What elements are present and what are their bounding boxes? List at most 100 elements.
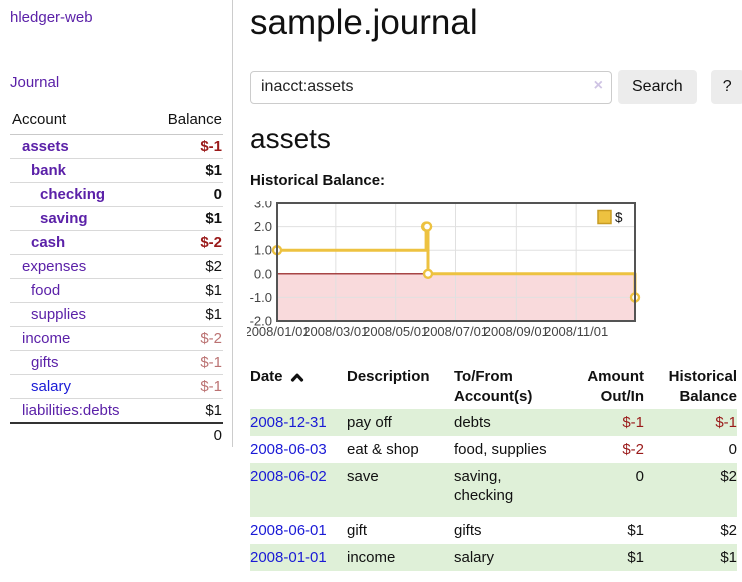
account-row: income $-2 [10, 326, 223, 351]
account-balance: $1 [149, 302, 223, 327]
y-tick-label: 3.0 [254, 201, 272, 211]
x-tick-label: 2008/03/01 [303, 324, 368, 339]
x-tick-label: 2008/05/01 [363, 324, 428, 339]
account-link-checking[interactable]: checking [40, 186, 106, 203]
column-header-description: Description [347, 368, 430, 385]
account-row: food $1 [10, 278, 223, 303]
column-header-historical-balance: Historical Balance [668, 368, 737, 405]
historical-balance-chart[interactable]: $3.0 2.0 1.0 0.0 -1.0 -2.0 2008/01/01 2008/03/0… [244, 196, 645, 343]
transaction-row: 2008-06-02 save saving, checking 0 $2 [250, 463, 737, 517]
transaction-accounts: salary [454, 549, 495, 566]
transaction-date-link[interactable]: 2008-01-01 [250, 549, 327, 566]
register-header-row: Date Description To/From Account(s) Amoun… [250, 365, 737, 409]
account-row: bank $1 [10, 158, 223, 183]
account-link-liabilities-debts[interactable]: liabilities:debts [22, 402, 120, 419]
sidebar-divider [232, 0, 233, 447]
account-row: cash $-2 [10, 230, 223, 255]
account-row: salary $-1 [10, 374, 223, 399]
transaction-amount: $-1 [622, 414, 644, 431]
account-balance: $1 [149, 158, 223, 183]
transaction-row: 2008-06-03 eat & shop food, supplies $-2 0 [250, 436, 737, 463]
account-balance: $1 [149, 398, 223, 424]
transaction-description: pay off [347, 414, 392, 431]
register-table: Date Description To/From Account(s) Amoun… [250, 365, 737, 571]
clear-search-icon[interactable]: × [593, 76, 603, 94]
search-form: × Search ? [250, 70, 742, 104]
account-link-food[interactable]: food [31, 282, 61, 299]
account-link-gifts[interactable]: gifts [31, 354, 59, 371]
column-header-date[interactable]: Date [250, 365, 347, 409]
account-balance: $-2 [149, 230, 223, 255]
account-balance: $-1 [149, 134, 223, 159]
transaction-row: 2008-01-01 income salary $1 $1 [250, 544, 737, 571]
sidebar: hledger-web Journal Account Balance asse… [0, 0, 232, 447]
account-heading: assets [250, 123, 331, 154]
transaction-amount: 0 [635, 468, 644, 485]
account-row: saving $1 [10, 206, 223, 231]
transaction-row: 2008-12-31 pay off debts $-1 $-1 [250, 409, 737, 436]
account-balance: $2 [149, 254, 223, 279]
account-balance: $-2 [149, 326, 223, 351]
account-balance: $-1 [149, 350, 223, 375]
account-link-income[interactable]: income [22, 330, 71, 347]
nav-journal-link[interactable]: Journal [10, 74, 60, 91]
column-header-accounts: To/From Account(s) [454, 368, 533, 405]
transaction-description: income [347, 549, 396, 566]
transaction-date-link[interactable]: 2008-12-31 [250, 414, 327, 431]
transaction-accounts: debts [454, 414, 491, 431]
accounts-table: Account Balance assets $-1 bank $1 checking 0… [10, 108, 223, 447]
transaction-description: gift [347, 522, 368, 539]
account-row: assets $-1 [10, 134, 223, 159]
account-row: liabilities:debts $1 [10, 398, 223, 424]
transaction-row: 2008-06-01 gift gifts $1 $2 [250, 517, 737, 544]
account-link-bank[interactable]: bank [31, 162, 67, 179]
accounts-header-row: Account Balance [10, 108, 223, 135]
account-row: gifts $-1 [10, 350, 223, 375]
transaction-accounts: food, supplies [454, 441, 547, 458]
brand-link[interactable]: hledger-web [10, 9, 93, 26]
transaction-amount: $1 [627, 549, 644, 566]
transaction-balance: $2 [720, 522, 737, 539]
transaction-date-link[interactable]: 2008-06-01 [250, 522, 327, 539]
help-button[interactable]: ? [710, 70, 742, 104]
accounts-total-row: 0 [10, 422, 223, 447]
x-tick-label: 2008/07/01 [423, 324, 488, 339]
account-row: checking 0 [10, 182, 223, 207]
y-tick-label: 2.0 [254, 219, 272, 234]
transaction-amount: $-2 [622, 441, 644, 458]
data-point-marker [421, 221, 433, 232]
x-tick-label: 2008/11/01 [544, 324, 608, 339]
search-input[interactable] [250, 70, 612, 104]
transaction-accounts: gifts [454, 522, 482, 539]
legend-swatch [597, 209, 612, 225]
account-link-salary[interactable]: salary [31, 378, 72, 395]
account-link-assets[interactable]: assets [22, 138, 69, 155]
main-content: sample.journal × Search ? assets Histori… [244, 0, 742, 571]
transaction-balance: $-1 [715, 414, 737, 431]
account-link-expenses[interactable]: expenses [22, 258, 87, 275]
x-tick-label: 2008/01/01 [247, 324, 310, 339]
chart-title: Historical Balance: [250, 172, 386, 189]
legend-label: $ [615, 210, 623, 225]
y-tick-label: 1.0 [254, 243, 272, 258]
account-row: supplies $1 [10, 302, 223, 327]
plot-border [276, 202, 636, 322]
account-balance: $1 [149, 278, 223, 303]
transaction-amount: $1 [627, 522, 644, 539]
accounts-header-balance: Balance [149, 108, 223, 135]
account-balance: $1 [149, 206, 223, 231]
account-link-cash[interactable]: cash [31, 234, 66, 251]
transaction-description: eat & shop [347, 441, 419, 458]
account-link-saving[interactable]: saving [40, 210, 88, 227]
account-balance: 0 [149, 182, 223, 207]
accounts-header-account: Account [10, 108, 150, 135]
y-tick-label: -1.0 [250, 290, 272, 305]
transaction-date-link[interactable]: 2008-06-03 [250, 441, 327, 458]
transaction-balance: 0 [728, 441, 737, 458]
y-tick-label: -2.0 [250, 314, 272, 329]
sort-ascending-icon [290, 373, 303, 382]
search-button[interactable]: Search [618, 70, 697, 104]
account-link-supplies[interactable]: supplies [31, 306, 87, 323]
transaction-description: save [347, 468, 379, 485]
transaction-date-link[interactable]: 2008-06-02 [250, 468, 327, 485]
